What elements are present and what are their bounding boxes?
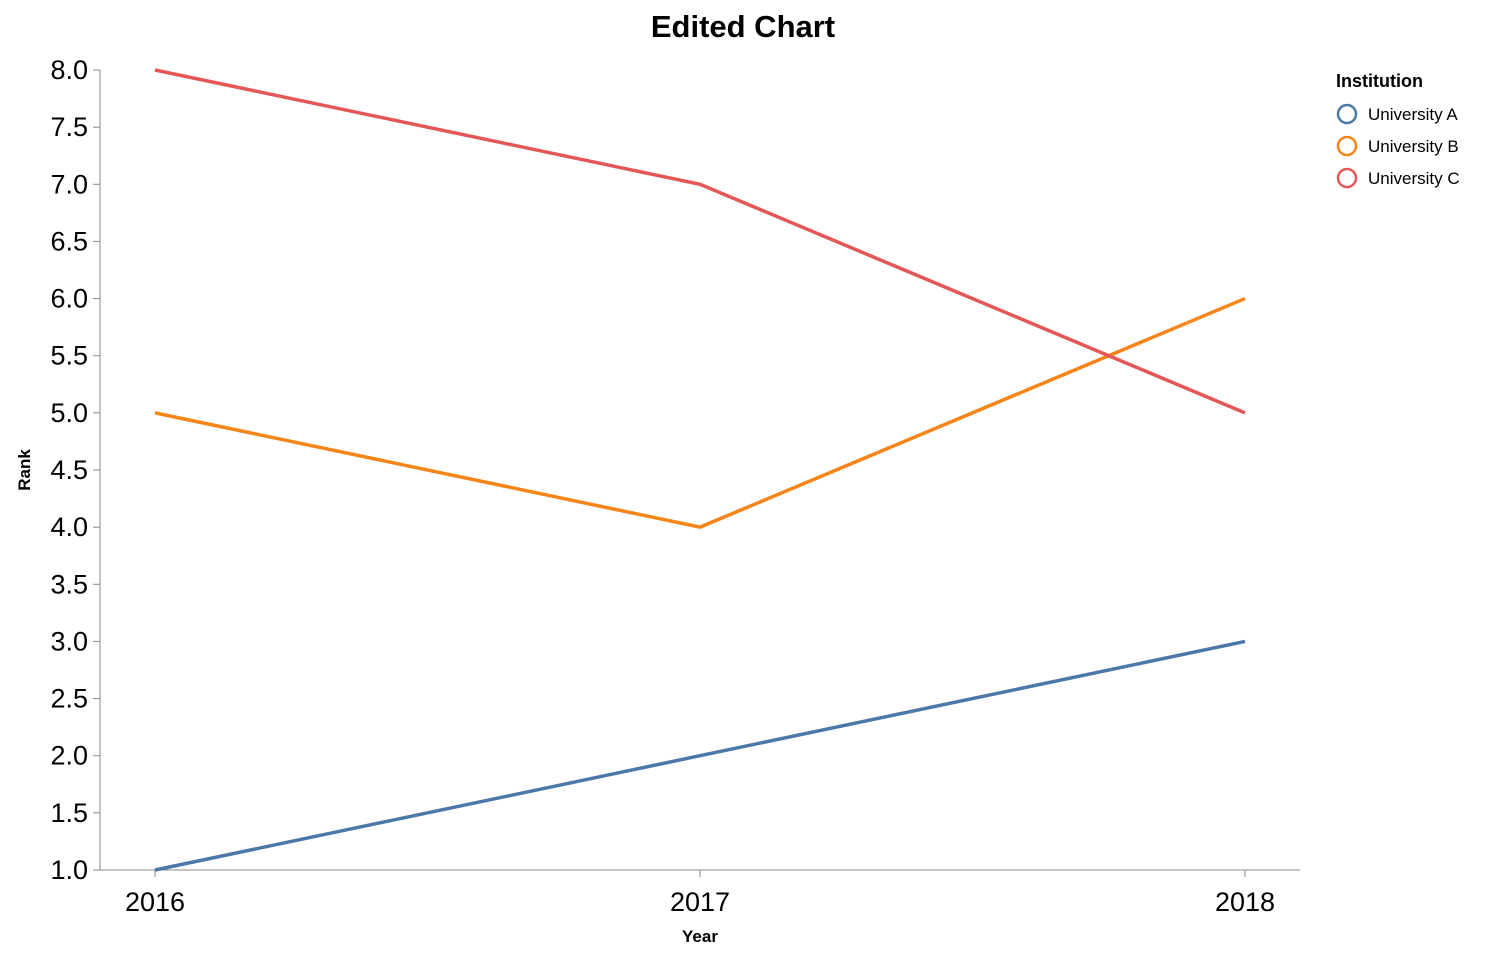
legend-title: Institution <box>1336 71 1423 91</box>
y-tick-label: 1.5 <box>50 798 88 828</box>
x-tick-label: 2018 <box>1215 887 1275 917</box>
series-line-university-c <box>154 68 1246 415</box>
series-line-university-a <box>154 639 1246 872</box>
x-axis: 2016 2017 2018 <box>100 869 1300 917</box>
y-tick-label: 2.0 <box>50 741 88 771</box>
y-tick-label: 3.0 <box>50 626 88 656</box>
y-tick-label: 6.5 <box>50 226 88 256</box>
x-tick-label: 2016 <box>125 887 185 917</box>
y-axis-label: Rank <box>15 449 34 491</box>
y-tick-label: 5.0 <box>50 398 88 428</box>
legend-symbol <box>1336 167 1358 189</box>
x-axis-label: Year <box>682 927 718 946</box>
series-lines <box>154 68 1246 872</box>
y-tick-label: 7.0 <box>50 169 88 199</box>
legend-label: University A <box>1368 105 1458 124</box>
y-tick-label: 8.0 <box>50 55 88 85</box>
y-tick-label: 2.5 <box>50 684 88 714</box>
legend-items: University A University B University C <box>1336 103 1460 189</box>
series-line-university-b <box>154 296 1246 529</box>
y-tick-label: 5.5 <box>50 341 88 371</box>
x-tick-label: 2017 <box>670 887 730 917</box>
legend-symbol <box>1336 135 1358 157</box>
legend-label: University C <box>1368 169 1460 188</box>
y-tick-label: 7.5 <box>50 112 88 142</box>
chart-title: Edited Chart <box>651 9 835 44</box>
y-tick-label: 6.0 <box>50 284 88 314</box>
y-axis: 1.0 1.5 2.0 2.5 3.0 3.5 4.0 4.5 5.0 5.5 6.0 6.5 7.0 7… <box>50 55 101 885</box>
y-tick-label: 1.0 <box>50 855 88 885</box>
legend-symbol <box>1336 103 1358 125</box>
y-tick-label: 3.5 <box>50 569 88 599</box>
y-tick-label: 4.0 <box>50 512 88 542</box>
y-tick-label: 4.5 <box>50 455 88 485</box>
legend-label: University B <box>1368 137 1459 156</box>
